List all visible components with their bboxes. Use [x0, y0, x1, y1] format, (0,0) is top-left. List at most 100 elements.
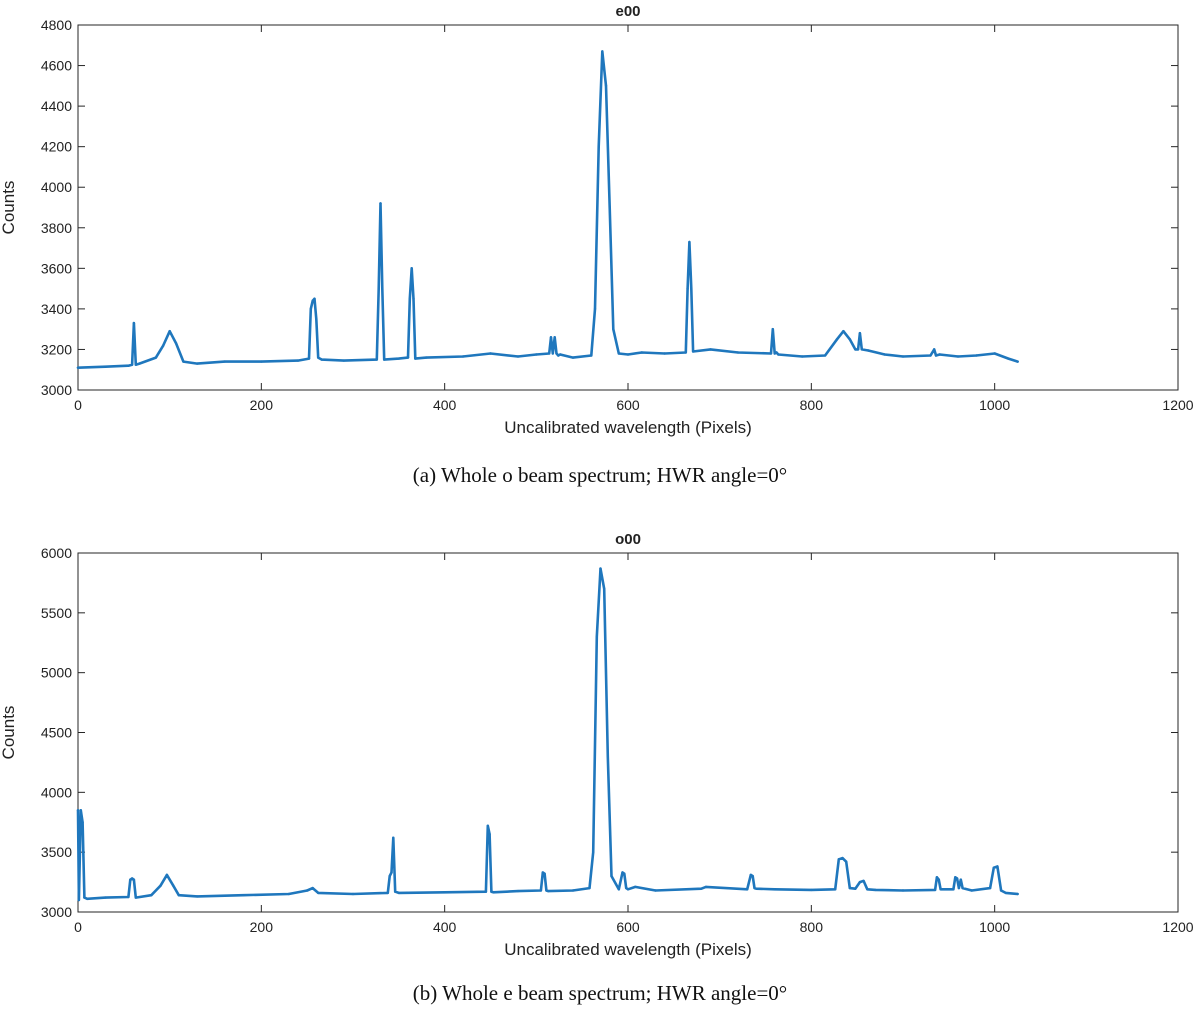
data-point — [617, 352, 620, 355]
data-point — [130, 363, 134, 366]
data-point — [842, 330, 845, 333]
data-point — [381, 287, 384, 290]
x-tick-label: 1200 — [1162, 919, 1193, 935]
y-tick-label: 4500 — [41, 725, 72, 741]
data-point — [883, 353, 886, 356]
data-point — [848, 338, 851, 341]
y-tick-label: 6000 — [41, 545, 72, 561]
y-tick-label: 5000 — [41, 665, 72, 681]
data-point — [390, 871, 393, 874]
data-point — [557, 354, 560, 357]
y-tick-label: 3800 — [41, 220, 72, 236]
data-point — [700, 887, 703, 890]
x-tick-label: 0 — [74, 397, 82, 413]
figure-caption: (b) Whole e beam spectrum; HWR angle=0° — [413, 981, 787, 1005]
data-point — [592, 851, 595, 854]
plot-frame — [77, 552, 1179, 913]
data-point — [489, 352, 492, 355]
data-point — [939, 888, 942, 891]
data-point — [751, 874, 754, 878]
data-point — [769, 352, 773, 355]
data-point — [414, 357, 417, 360]
data-point — [749, 873, 752, 877]
data-point — [775, 351, 778, 354]
data-point — [854, 348, 857, 351]
data-point — [860, 348, 863, 351]
y-tick-label: 3200 — [41, 341, 72, 357]
data-point — [771, 328, 774, 331]
data-point — [311, 299, 314, 302]
data-point — [571, 356, 575, 359]
data-point — [320, 358, 323, 361]
chart-title: e00 — [615, 3, 640, 20]
data-point — [410, 267, 413, 270]
data-point — [970, 889, 973, 892]
data-point — [959, 878, 962, 881]
data-point — [313, 297, 316, 300]
data-point — [129, 878, 132, 881]
y-tick-label: 4200 — [41, 139, 72, 155]
data-point — [858, 880, 862, 884]
data-point — [901, 889, 905, 892]
data-point — [490, 890, 493, 893]
figure-caption: (a) Whole o beam spectrum; HWR angle=0° — [413, 463, 787, 487]
data-point — [150, 894, 153, 897]
data-point — [408, 297, 411, 300]
data-point — [597, 145, 600, 148]
data-point — [606, 755, 609, 758]
data-point — [858, 332, 862, 335]
y-axis-label: Counts — [0, 181, 18, 235]
data-point — [492, 891, 495, 894]
data-point — [866, 888, 869, 891]
data-point — [223, 360, 226, 363]
data-point — [516, 355, 520, 358]
data-point — [241, 894, 245, 897]
chart-panel-a: 0 200 400 600 800 1000 1200 3000 3200 3400 3600 380… — [0, 3, 1194, 487]
data-point — [296, 359, 300, 362]
data-point — [654, 889, 657, 892]
data-point — [172, 884, 175, 887]
data-point — [773, 888, 776, 891]
x-axis-label: Uncalibrated wavelength (Pixels) — [504, 418, 752, 437]
data-point — [104, 896, 107, 899]
data-point — [555, 352, 558, 355]
x-tick-label: 200 — [250, 397, 274, 413]
data-point — [394, 890, 397, 893]
data-point — [392, 836, 395, 839]
data-point — [174, 342, 178, 345]
data-point — [168, 330, 171, 333]
y-tick-label: 3000 — [41, 382, 72, 398]
data-point — [640, 351, 643, 354]
x-tick-label: 600 — [616, 919, 640, 935]
data-point — [603, 587, 606, 591]
data-point — [955, 877, 959, 880]
y-tick-label: 5500 — [41, 605, 72, 621]
data-point — [848, 886, 851, 890]
data-point — [1016, 892, 1019, 896]
data-point — [545, 889, 548, 892]
data-point — [993, 352, 996, 355]
x-tick-label: 800 — [800, 397, 824, 413]
data-point — [134, 896, 137, 899]
data-point — [961, 886, 964, 890]
data-point — [621, 871, 624, 874]
y-tick-label: 3000 — [41, 904, 72, 920]
data-point — [388, 874, 391, 878]
data-point — [856, 348, 860, 351]
x-tick-label: 200 — [250, 919, 274, 935]
y-tick-label: 3600 — [41, 260, 72, 276]
x-tick-label: 800 — [800, 919, 824, 935]
data-point — [535, 353, 538, 356]
y-tick-label: 4000 — [41, 784, 72, 800]
data-point — [901, 355, 905, 358]
chart-panel-b: 0 200 400 600 800 1000 1200 3000 3500 4000 4500 500… — [0, 531, 1194, 1005]
data-point — [975, 354, 978, 357]
data-point — [625, 886, 628, 890]
y-tick-label: 4600 — [41, 58, 72, 74]
data-point — [996, 865, 999, 868]
data-point — [177, 894, 180, 897]
data-point — [77, 898, 81, 902]
data-point — [182, 360, 185, 363]
data-point — [81, 821, 84, 824]
